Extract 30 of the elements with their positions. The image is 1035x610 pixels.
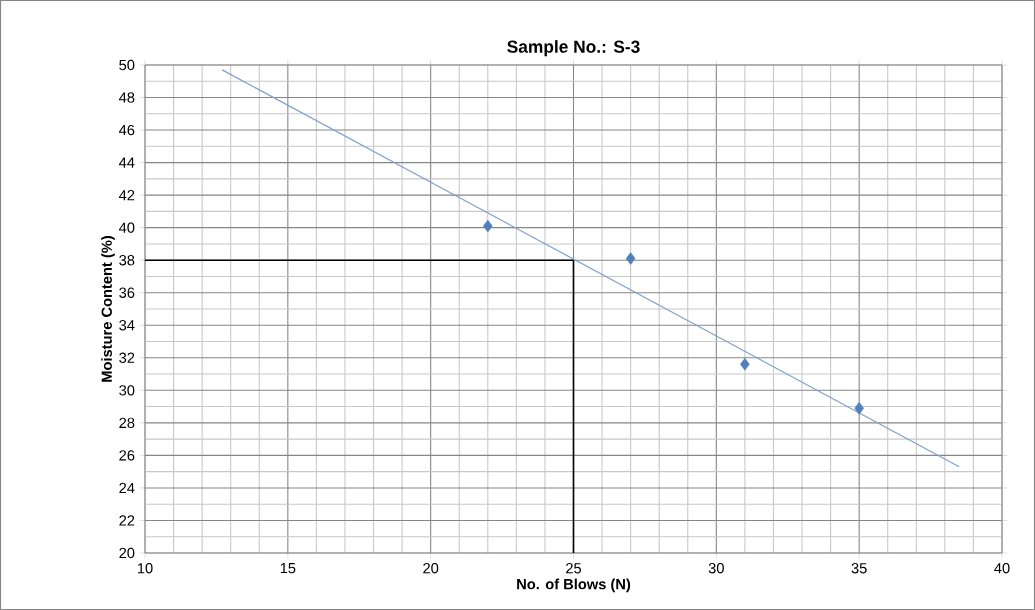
y-tick-label: 28: [119, 417, 135, 429]
y-tick-label: 42: [118, 190, 135, 201]
y-tick-label: 46: [118, 124, 135, 136]
point: [854, 401, 864, 415]
y-tick-label: 38: [119, 255, 135, 266]
y-tick-label: 40: [118, 222, 135, 233]
y-tick-label: 26: [119, 450, 135, 461]
y-tick-label: 50: [119, 59, 135, 71]
y-tick-label: 44: [118, 157, 135, 168]
x-tick-label: 25: [566, 563, 582, 574]
point: [483, 219, 493, 233]
y-tick-label: 32: [119, 352, 135, 363]
chart-title: Sample No.: S-3: [507, 40, 640, 57]
y-tick-label: 24: [119, 482, 135, 494]
y-tick-label: 34: [119, 320, 135, 331]
x-tick-label: 20: [423, 563, 439, 574]
x-tick-label: 40: [994, 563, 1010, 574]
point: [740, 358, 750, 371]
y-tick-label: 20: [119, 547, 135, 559]
x-tick-label: 10: [137, 563, 153, 574]
y-tick-label: 22: [119, 515, 135, 526]
point: [625, 252, 636, 265]
x-tick-label: 15: [280, 563, 296, 574]
y-tick-label: 48: [118, 92, 135, 103]
y-tick-label: 36: [119, 287, 135, 298]
y-axis-title: Moisture Content (%): [101, 235, 115, 382]
x-axis-title: No. of Blows (N): [517, 578, 631, 593]
x-tick-label: 30: [708, 563, 724, 574]
y-tick-label: 30: [119, 385, 135, 396]
x-tick-label: 35: [851, 563, 867, 574]
